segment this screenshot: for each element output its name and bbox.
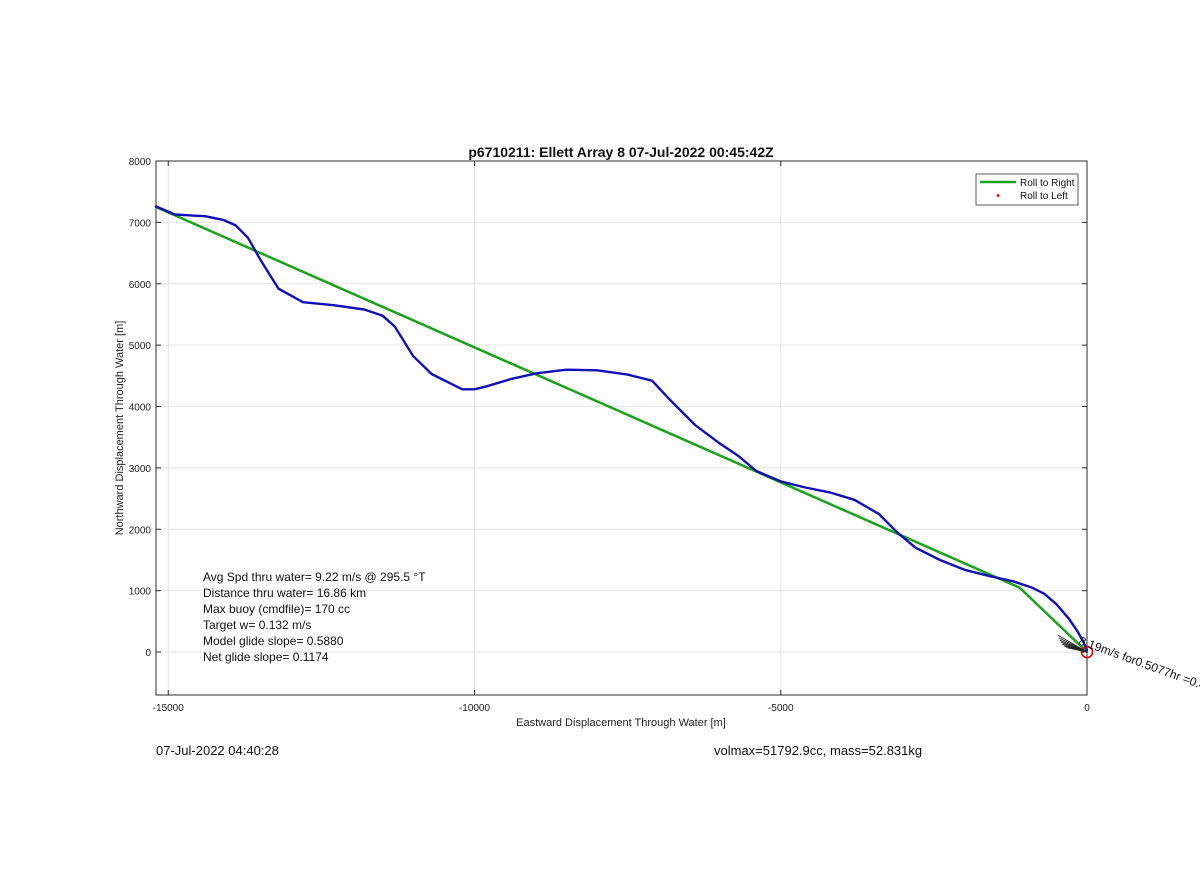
series-line-1: [154, 205, 1089, 652]
series-line-0: [154, 205, 1089, 654]
footer-date: 07-Jul-2022 04:40:28: [156, 743, 279, 758]
vector-arrow-line: [1058, 634, 1088, 653]
end-marker-circle: [1080, 645, 1094, 659]
y-tick-label: 7000: [129, 218, 152, 229]
legend: Roll to Right Roll to Left: [975, 173, 1079, 206]
annotation-line-1: Distance thru water= 16.86 km: [203, 586, 366, 600]
x-tick-label: -5000: [768, 703, 794, 714]
series-layer: [154, 205, 1094, 659]
annotation-line-0: Avg Spd thru water= 9.22 m/s @ 295.5 °T: [203, 570, 426, 584]
y-tick-label: 2000: [129, 525, 152, 536]
annotation-line-5: Net glide slope= 0.1174: [203, 650, 329, 664]
x-tick-label: -15000: [153, 703, 185, 714]
x-tick-label: 0: [1084, 703, 1090, 714]
legend-swatch-roll-left: [996, 194, 1000, 197]
y-tick-label: 3000: [129, 464, 152, 475]
plot-area: [155, 160, 1088, 696]
footer-volume-mass: volmax=51792.9cc, mass=52.831kg: [714, 743, 923, 758]
x-axis-label: Eastward Displacement Through Water [m]: [516, 717, 726, 729]
annotation-line-4: Model glide slope= 0.5880: [203, 634, 344, 648]
y-axis-label: Northward Displacement Through Water [m]: [114, 321, 126, 536]
axis-ticks: -15000 -10000 -5000 0 0 1000 2000 3000 4000 5000 6…: [129, 157, 1090, 714]
y-tick-label: 8000: [129, 157, 152, 168]
y-tick-label: 1000: [129, 587, 152, 598]
grid-lines: [156, 160, 1088, 695]
annotation-line-2: Max buoy (cmdfile)= 170 cc: [203, 602, 350, 616]
y-tick-label: 4000: [129, 403, 152, 414]
chart-title: p6710211: Ellett Array 8 07-Jul-2022 00:…: [468, 144, 774, 160]
y-tick-label: 6000: [129, 280, 152, 291]
legend-box: [975, 173, 1079, 206]
legend-label-roll-right: Roll to Right: [1020, 178, 1075, 189]
y-tick-label: 5000: [129, 341, 152, 352]
x-tick-label: -10000: [459, 703, 491, 714]
y-tick-label: 0: [145, 648, 151, 659]
annotation-line-3: Target w= 0.132 m/s: [203, 618, 311, 632]
legend-label-roll-left: Roll to Left: [1020, 191, 1068, 202]
